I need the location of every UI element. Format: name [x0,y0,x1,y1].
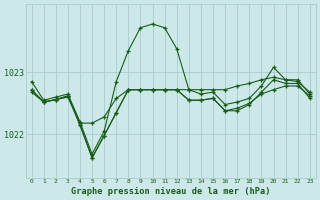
X-axis label: Graphe pression niveau de la mer (hPa): Graphe pression niveau de la mer (hPa) [71,187,270,196]
